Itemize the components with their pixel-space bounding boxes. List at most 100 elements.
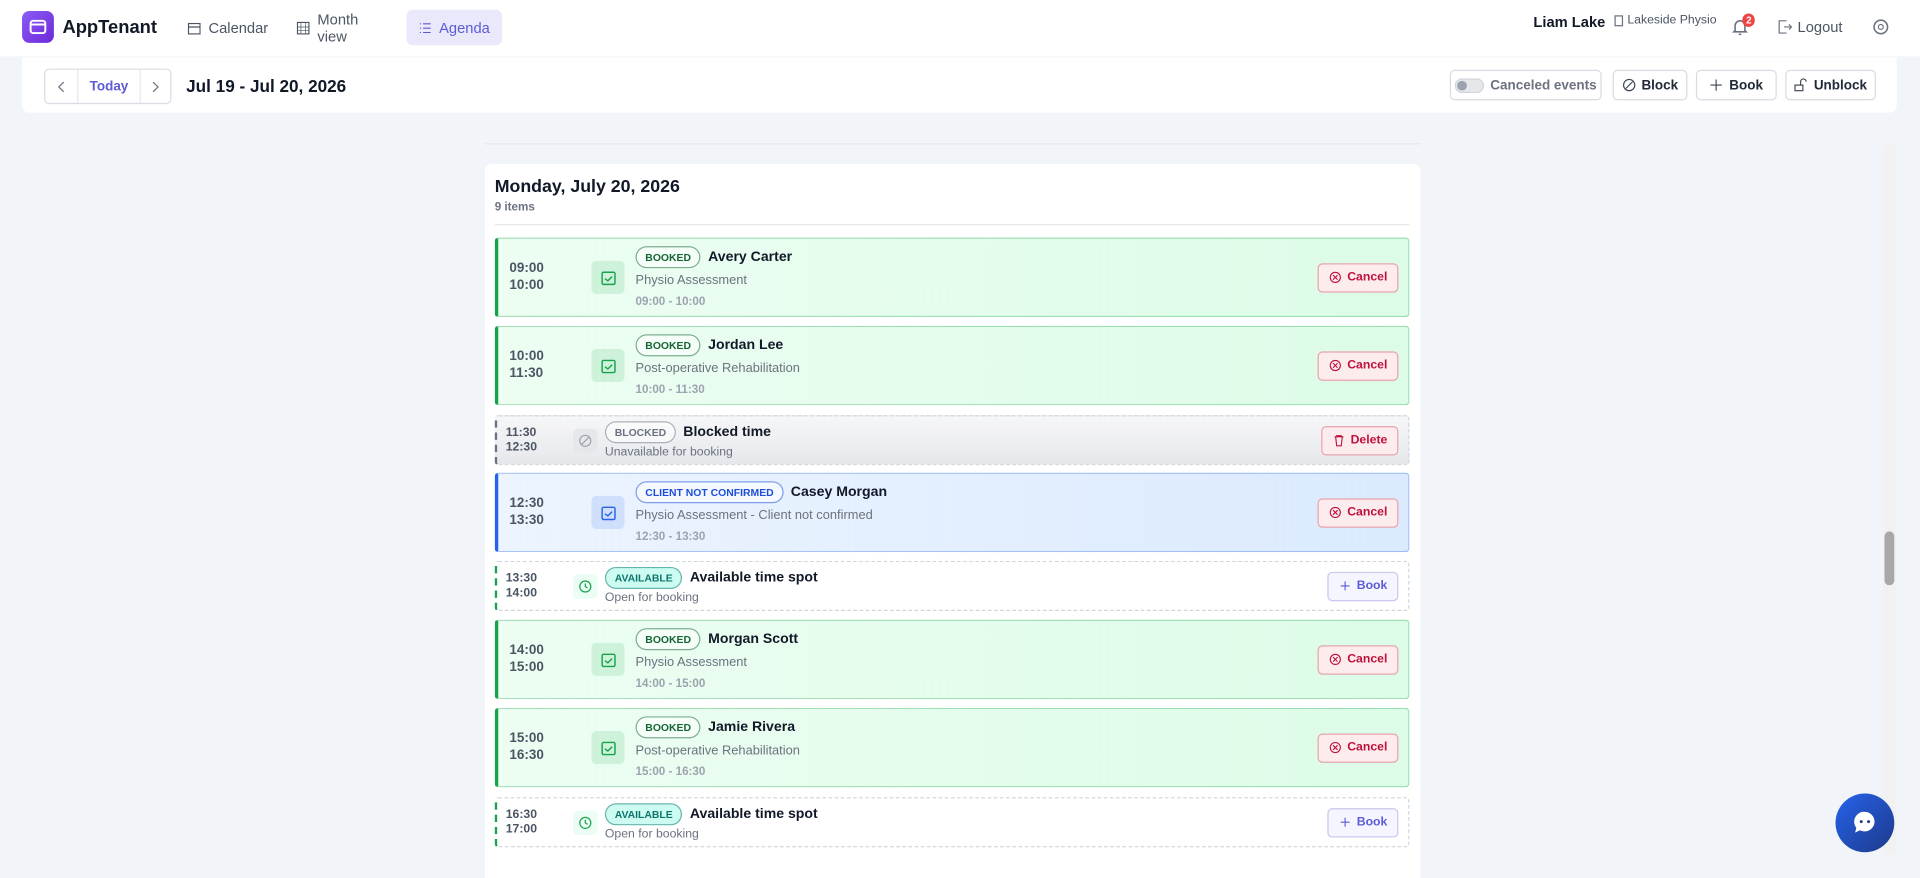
item-subtitle: Physio Assessment: [635, 273, 747, 288]
item-icon: [573, 427, 598, 453]
scrollbar[interactable]: [1883, 144, 1896, 855]
type-icon: [579, 434, 592, 447]
start-time: 13:30: [505, 571, 538, 585]
item-action[interactable]: Cancel: [1317, 350, 1399, 381]
scroll-thumb[interactable]: [1884, 531, 1895, 586]
settings[interactable]: [1872, 18, 1889, 35]
item-header: BOOKED Jordan Lee: [635, 334, 800, 357]
date-nav: Today: [44, 68, 172, 105]
item-time: 14:00 - 15:00: [635, 677, 706, 691]
toolbar-button[interactable]: Book: [1695, 69, 1777, 101]
type-icon: [600, 506, 616, 520]
status-badge: CLIENT NOT CONFIRMED: [635, 481, 784, 504]
item-name: Jamie Rivera: [708, 719, 796, 735]
agenda-item: 10:00 11:30 BOOKED Jordan Lee Post-operative…: [494, 325, 1410, 406]
item-action[interactable]: Cancel: [1317, 497, 1399, 528]
end-time: 17:00: [505, 822, 538, 836]
end-time: 15:00: [509, 659, 544, 675]
item-icon: [573, 810, 598, 835]
day-title: Monday, July 20, 2026: [494, 177, 680, 198]
nav-tab[interactable]: Calendar: [175, 10, 280, 46]
building-icon: [1614, 14, 1624, 26]
item-header: BOOKED Avery Carter: [635, 245, 792, 269]
action-label: Cancel: [1347, 652, 1388, 667]
next-button[interactable]: [139, 69, 171, 103]
action-label: Book: [1356, 579, 1388, 593]
item-times: 15:00 16:30: [498, 731, 591, 763]
button-icon: [1710, 79, 1723, 91]
prev-button[interactable]: [45, 69, 79, 103]
item-icon: [591, 495, 625, 529]
tab-icon: [187, 22, 201, 34]
today-button[interactable]: Today: [89, 78, 129, 94]
nav-tab[interactable]: Agenda: [406, 9, 503, 46]
chat-button[interactable]: [1835, 793, 1895, 853]
button-label: Block: [1641, 77, 1679, 93]
item-icon: [591, 731, 625, 765]
item-time: 12:30 - 13:30: [635, 530, 706, 544]
item-subtitle: Physio Assessment: [635, 655, 747, 670]
action-icon: [1340, 581, 1350, 591]
agenda-item: 15:00 16:30 BOOKED Jamie Rivera Post-operati…: [494, 707, 1410, 788]
action-label: Delete: [1350, 433, 1388, 447]
agenda-item: 16:30 17:00 AVAILABLE Available time spot Op…: [494, 797, 1410, 848]
item-action[interactable]: Book: [1327, 807, 1399, 837]
item-times: 11:30 12:30: [497, 426, 573, 455]
item-body: BOOKED Jordan Lee Post-operative Rehabilit…: [635, 334, 800, 397]
status-badge: BOOKED: [635, 334, 701, 357]
prev-icon: [57, 80, 65, 92]
user-name: Liam Lake: [1533, 13, 1606, 31]
agenda-item: 09:00 10:00 BOOKED Avery Carter Physio Asses…: [494, 237, 1410, 318]
logout[interactable]: Logout: [1778, 18, 1843, 36]
type-icon: [579, 816, 592, 829]
toolbar-button[interactable]: Block: [1612, 69, 1688, 101]
nav-tab[interactable]: Month view: [284, 10, 399, 46]
notifications[interactable]: 2: [1730, 13, 1756, 43]
item-body: BOOKED Morgan Scott Physio Assessment 14:00…: [635, 628, 798, 691]
item-times: 13:30 14:00: [497, 571, 573, 600]
start-time: 16:30: [505, 807, 538, 822]
item-action[interactable]: Delete: [1321, 425, 1399, 455]
item-header: BOOKED Jamie Rivera: [635, 716, 800, 739]
item-icon: [591, 348, 625, 383]
item-subtitle: Unavailable for booking: [604, 445, 733, 460]
end-time: 14:00: [505, 585, 538, 600]
date-range: Jul 19 - Jul 20, 2026: [186, 75, 347, 96]
status-badge: BOOKED: [635, 716, 701, 739]
item-times: 10:00 11:30: [498, 349, 591, 381]
item-times: 09:00 10:00: [498, 261, 591, 293]
end-time: 11:30: [509, 365, 544, 381]
tab-icon: [419, 22, 431, 33]
item-name: Available time spot: [689, 806, 818, 822]
start-time: 15:00: [509, 731, 544, 747]
item-action[interactable]: Cancel: [1317, 732, 1399, 763]
end-time: 12:30: [505, 440, 538, 454]
end-time: 10:00: [509, 277, 544, 293]
item-action[interactable]: Cancel: [1317, 262, 1399, 293]
logo-icon: [29, 19, 47, 35]
item-action[interactable]: Cancel: [1317, 644, 1399, 675]
tab-label: Agenda: [439, 18, 490, 37]
logout-icon: [1778, 20, 1793, 34]
item-time: 10:00 - 11:30: [635, 383, 705, 397]
canceled-toggle[interactable]: Canceled events: [1449, 69, 1602, 101]
agenda-item: 13:30 14:00 AVAILABLE Available time spot Op…: [494, 560, 1410, 612]
item-times: 14:00 15:00: [498, 643, 591, 675]
org: Lakeside Physio: [1614, 13, 1717, 27]
tab-label: Calendar: [208, 18, 269, 37]
top-nav: AppTenant Liam Lake Lakeside Physio 2 Lo…: [0, 0, 1920, 57]
logo: [22, 11, 54, 43]
item-times: 12:30 13:30: [498, 496, 591, 528]
logout-label: Logout: [1797, 18, 1843, 36]
item-time: 09:00 - 10:00: [635, 295, 706, 309]
action-icon: [1329, 506, 1342, 519]
agenda-item: 12:30 13:30 CLIENT NOT CONFIRMED Casey Morg…: [494, 472, 1410, 553]
item-header: AVAILABLE Available time spot: [604, 803, 818, 826]
start-time: 12:30: [509, 496, 544, 511]
item-action[interactable]: Book: [1327, 571, 1399, 601]
action-icon: [1329, 271, 1342, 283]
status-badge: BOOKED: [635, 245, 701, 269]
toolbar-button[interactable]: Unblock: [1785, 69, 1876, 101]
item-name: Available time spot: [689, 570, 818, 586]
